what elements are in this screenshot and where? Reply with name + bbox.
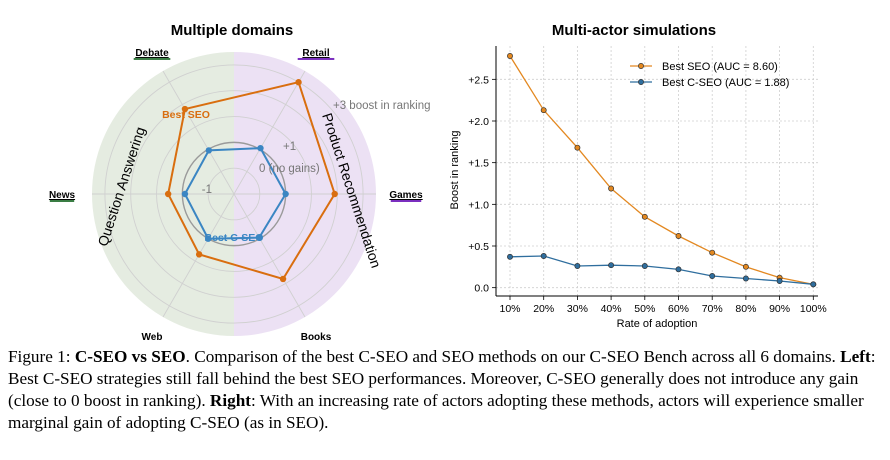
series-label-best-cseo: Best C-SEO	[205, 232, 264, 244]
radar-point-best-c-seo-games	[282, 190, 289, 198]
axis-label-books: Books	[301, 332, 332, 340]
series-point-best-seo	[709, 249, 716, 256]
caption-sentence-3: : With an increasing rate of actors adop…	[8, 391, 864, 432]
series-point-best-seo	[540, 107, 547, 114]
y-axis-label: Boost in ranking	[449, 131, 461, 210]
series-point-best-cseo	[742, 275, 749, 282]
radar-series	[164, 79, 338, 283]
ring-label-plus3: +3 boost in ranking	[333, 100, 431, 112]
caption-title: C-SEO vs SEO	[74, 347, 186, 366]
radar-point-best-seo-debate	[181, 105, 189, 113]
caption-sentence-1: . Comparison of the best C-SEO and SEO m…	[185, 347, 841, 366]
series-point-best-cseo	[540, 253, 547, 259]
series-point-best-cseo	[608, 262, 615, 269]
series-point-best-seo	[574, 144, 581, 151]
x-tick-label: 90%	[769, 303, 790, 315]
series-point-best-seo	[608, 185, 615, 192]
series-point-best-cseo	[574, 263, 581, 269]
x-axis-label: Rate of adoption	[617, 318, 698, 330]
series-label-best-seo: Best SEO	[162, 109, 210, 121]
line-chart-axes: 0.0 +0.5 +1.0 +1.5 +2.0 +2.5 10% 20% 30% 40% 50% 60…	[468, 46, 827, 315]
axis-label-web: Web	[142, 332, 163, 340]
series-line-best-seo-auc-8-60	[509, 55, 814, 285]
series-point-best-cseo	[641, 263, 648, 269]
caption-right-label: Right	[209, 391, 251, 410]
x-tick-label: 80%	[735, 303, 756, 315]
legend: Best SEO (AUC = 8.60) Best C-SEO (AUC = …	[630, 61, 789, 89]
axis-label-underline-games	[390, 200, 422, 202]
axis-label-underline-retail	[297, 57, 335, 60]
series-point-best-cseo	[810, 281, 817, 288]
ring-label-minus1: -1	[202, 184, 212, 196]
axis-label-games: Games	[389, 190, 423, 201]
x-tick-label: 30%	[567, 303, 588, 315]
series-point-best-cseo	[709, 273, 716, 279]
radar-spoke-books	[233, 193, 306, 318]
caption-left-label: Left	[840, 347, 871, 366]
x-tick-label: 100%	[800, 303, 827, 315]
x-tick-label: 70%	[702, 303, 723, 315]
y-tick-label: +1.0	[468, 199, 489, 211]
radar-point-best-seo-games	[331, 190, 338, 198]
ring-label-plus1: +1	[283, 141, 296, 153]
radar-spoke-debate	[162, 70, 235, 195]
x-tick-label: 50%	[634, 303, 655, 315]
series-line-best-c-seo-auc-1-88	[509, 255, 814, 285]
ring-label-zero: 0 (no gains)	[259, 163, 320, 175]
series-point-best-seo	[742, 263, 749, 270]
axis-label-news: News	[49, 190, 76, 201]
radar-point-best-c-seo-news	[181, 190, 189, 198]
y-tick-label: +2.0	[468, 116, 489, 128]
series-point-best-cseo	[507, 253, 513, 260]
y-tick-label: +0.5	[468, 241, 489, 253]
legend-marker-best-cseo	[638, 79, 644, 85]
x-tick-label: 60%	[668, 303, 689, 315]
series-point-best-cseo	[675, 266, 682, 273]
figure-caption: Figure 1: C-SEO vs SEO. Comparison of th…	[8, 346, 886, 434]
radar-axis-labels: Retail Games Books Web News Debate	[49, 48, 423, 340]
line-chart-series	[507, 53, 817, 288]
legend-label-best-seo: Best SEO (AUC = 8.60)	[662, 61, 778, 73]
x-tick-label: 40%	[601, 303, 622, 315]
series-point-best-cseo	[776, 278, 783, 284]
radar-chart: Multiple domains Retail Games Books Web News…	[49, 22, 431, 340]
y-tick-label: +1.5	[468, 158, 489, 170]
radar-point-best-seo-web	[195, 251, 203, 258]
line-chart-title: Multi-actor simulations	[552, 22, 716, 39]
y-tick-label: 0.0	[474, 283, 489, 295]
radar-point-best-seo-books	[279, 275, 287, 283]
series-point-best-seo	[641, 213, 648, 220]
legend-label-best-cseo: Best C-SEO (AUC = 1.88)	[662, 77, 789, 89]
figure: Multiple domains Retail Games Books Web News…	[49, 22, 827, 340]
legend-marker-best-seo	[638, 63, 644, 69]
caption-sentence-2: : Best C-SEO strategies still fall behin…	[8, 347, 876, 410]
radar-point-best-c-seo-books	[255, 234, 263, 241]
axis-label-underline-news	[49, 200, 75, 202]
radar-point-best-c-seo-debate	[205, 147, 213, 154]
radar-spoke-retail	[233, 70, 306, 195]
axis-label-underline-debate	[133, 57, 171, 60]
caption-prefix: Figure 1:	[8, 347, 75, 366]
y-tick-label: +2.5	[468, 74, 489, 86]
radar-point-best-seo-news	[164, 190, 172, 198]
series-point-best-seo	[507, 53, 513, 59]
x-tick-label: 10%	[499, 303, 520, 315]
radar-title: Multiple domains	[171, 22, 294, 39]
x-tick-label: 20%	[533, 303, 554, 315]
radar-point-best-c-seo-retail	[257, 144, 264, 152]
axis-label-retail: Retail	[302, 48, 329, 59]
radar-point-best-c-seo-web	[204, 235, 212, 242]
line-chart: Multi-actor simulations 0.0 +0.5 +1.0 +1.5 +…	[449, 22, 827, 330]
axis-label-debate: Debate	[135, 48, 169, 59]
series-point-best-seo	[675, 233, 682, 239]
radar-point-best-seo-retail	[295, 79, 302, 86]
